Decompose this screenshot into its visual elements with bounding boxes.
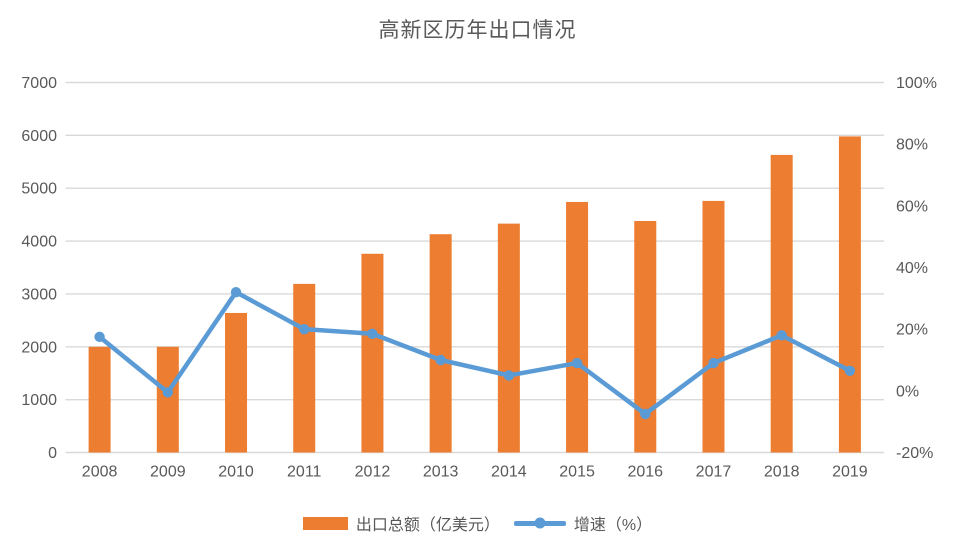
y-axis-right-label: 40%	[896, 260, 928, 277]
bar-series-swatch-icon	[302, 516, 348, 530]
y-axis-right-label: 0%	[896, 383, 919, 400]
bar-series-exports	[88, 136, 861, 453]
marker-2014	[503, 370, 515, 381]
bar-2011	[293, 283, 316, 453]
y-axis-right-label: 60%	[896, 198, 928, 215]
marker-2013	[435, 354, 446, 366]
legend-label-exports: 出口总额（亿美元）	[355, 517, 500, 534]
x-axis-label: 2019	[832, 464, 868, 481]
y-axis-right-label: -20%	[896, 445, 933, 462]
line-series-swatch-icon	[513, 517, 566, 529]
marker-2012	[367, 328, 378, 339]
x-axis-label: 2014	[491, 464, 527, 481]
x-axis-label: 2008	[82, 464, 118, 481]
bar-2019	[838, 136, 861, 453]
y-axis-left-label: 1000	[21, 392, 57, 409]
marker-2009	[162, 387, 174, 398]
bar-2016	[634, 220, 657, 453]
x-axis-label: 2009	[150, 464, 186, 481]
line-swatch-dot	[534, 517, 546, 529]
legend-item-exports: 出口总额（亿美元）	[302, 511, 500, 535]
y-axis-left-label: 7000	[21, 75, 57, 92]
legend-label-growth: 增速（%）	[573, 517, 653, 534]
marker-2016	[640, 408, 651, 420]
x-axis-label: 2013	[423, 464, 459, 481]
marker-2011	[299, 323, 310, 335]
x-axis-label: 2016	[627, 464, 663, 481]
x-axis-label: 2012	[355, 464, 391, 481]
y-axis-left-label: 3000	[21, 286, 57, 303]
bar-2009	[156, 346, 179, 453]
bar-2010	[225, 312, 248, 453]
bar-2018	[770, 154, 793, 453]
y-axis-left-label: 4000	[21, 234, 57, 251]
y-axis-right-label: 100%	[896, 75, 937, 92]
bar-2014	[497, 223, 520, 453]
y-axis-left-label: 2000	[21, 339, 57, 356]
y-axis-left-label: 0	[48, 445, 57, 462]
y-axis-right-label: 20%	[896, 322, 928, 339]
x-axis-label: 2015	[559, 464, 595, 481]
legend: 出口总额（亿美元） 增速（%）	[0, 511, 955, 535]
x-axis-label: 2011	[287, 464, 322, 481]
bar-2015	[566, 201, 589, 453]
y-axis-right-label: 80%	[896, 137, 928, 154]
y-axis-left-label: 6000	[21, 128, 57, 145]
y-axis-left-label: 5000	[21, 181, 57, 198]
chart-title: 高新区历年出口情况	[378, 18, 577, 42]
line-markers	[94, 286, 856, 420]
marker-2015	[571, 357, 583, 369]
marker-2018	[776, 330, 787, 341]
marker-2019	[844, 365, 856, 376]
marker-2010	[230, 286, 242, 298]
bar-2013	[429, 234, 452, 453]
legend-item-growth: 增速（%）	[513, 511, 653, 535]
marker-2017	[708, 357, 719, 369]
x-axis-label: 2010	[218, 464, 254, 481]
bar-2012	[361, 253, 384, 453]
x-axis-label: 2017	[696, 464, 732, 481]
bar-2017	[702, 200, 725, 453]
gridlines	[65, 81, 884, 454]
bar-2008	[88, 346, 111, 453]
marker-2008	[94, 331, 105, 343]
line-series-growth	[97, 289, 853, 417]
x-axis-label: 2018	[764, 464, 800, 481]
